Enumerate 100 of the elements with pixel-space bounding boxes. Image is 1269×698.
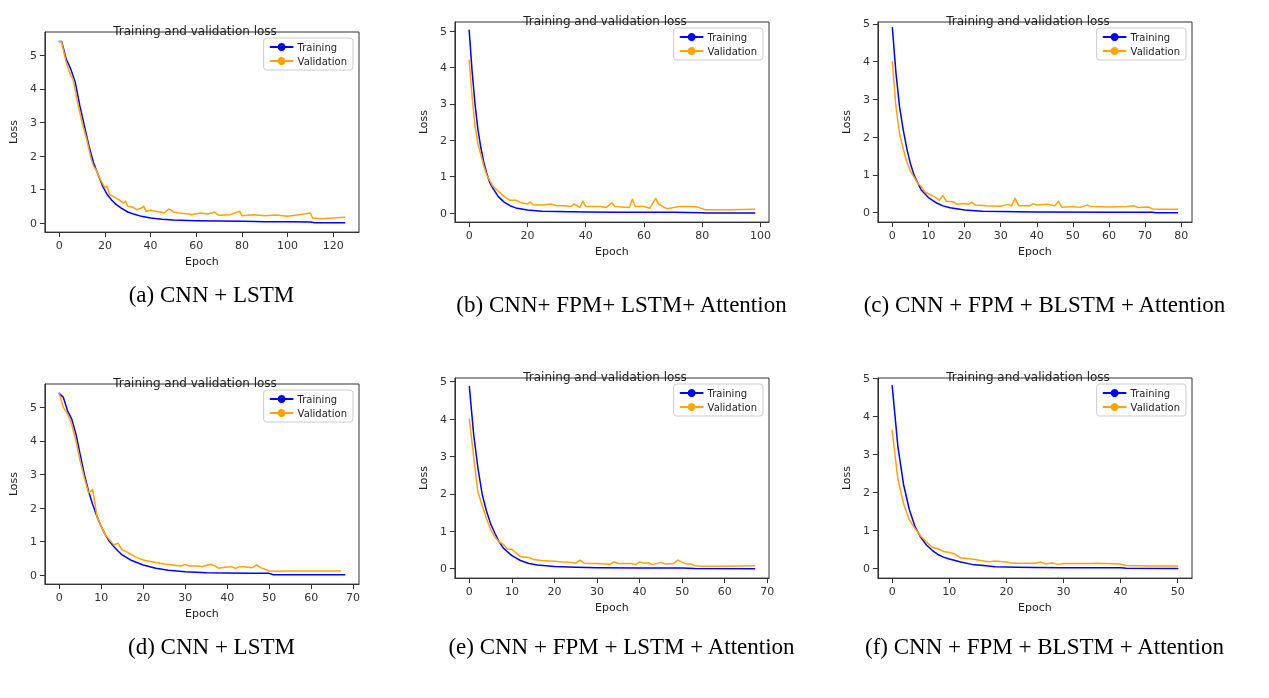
line-series xyxy=(891,26,1179,214)
x-tick-label: 0 xyxy=(888,229,896,243)
x-tick-label: 20 xyxy=(547,585,562,599)
y-tick-label: 1 xyxy=(862,168,870,182)
legend-label: Training xyxy=(296,393,338,405)
x-tick-label: 40 xyxy=(578,229,593,243)
x-tick-label: 70 xyxy=(760,585,775,599)
legend-label: Training xyxy=(706,31,748,43)
x-tick-label: 0 xyxy=(55,239,63,253)
x-tick-label: 0 xyxy=(55,591,63,605)
y-tick-label: 3 xyxy=(439,97,447,111)
y-tick-label: 2 xyxy=(439,487,447,501)
y-tick-label: 1 xyxy=(439,170,447,184)
y-axis-title: Loss xyxy=(840,109,853,135)
x-axis-title: Epoch xyxy=(185,255,219,268)
y-axis-title: Loss xyxy=(7,119,20,145)
y-tick-label: 5 xyxy=(439,375,447,389)
y-tick-label: 4 xyxy=(439,412,447,426)
x-tick-label: 10 xyxy=(942,585,957,599)
chart-title: Training and validation loss xyxy=(945,14,1110,28)
x-tick-label: 100 xyxy=(277,239,299,253)
text: (b) CNN+ FPM+ LSTM+ Attention xyxy=(455,291,788,319)
line-series xyxy=(891,60,1179,211)
x-tick-label: 50 xyxy=(262,591,277,605)
y-tick-label: 5 xyxy=(862,17,870,31)
x-tick-label: 20 xyxy=(520,229,535,243)
x-tick-label: 40 xyxy=(220,591,235,605)
y-tick-label: 0 xyxy=(439,562,447,576)
y-tick-label: 5 xyxy=(862,371,870,385)
y-tick-label: 5 xyxy=(29,400,37,414)
y-tick-label: 3 xyxy=(862,447,870,461)
text: (c) CNN + FPM + BLSTM + Attention xyxy=(862,291,1227,319)
y-axis-title: Loss xyxy=(7,471,20,497)
legend-label: Training xyxy=(1129,31,1171,43)
y-tick-label: 1 xyxy=(29,183,37,197)
x-axis-title: Epoch xyxy=(595,245,629,258)
y-tick-label: 3 xyxy=(862,92,870,106)
y-tick-label: 0 xyxy=(29,568,37,582)
x-axis-title: Epoch xyxy=(1018,601,1052,614)
y-tick-label: 4 xyxy=(439,60,447,74)
x-tick-label: 70 xyxy=(346,591,361,605)
y-tick-label: 5 xyxy=(439,24,447,38)
y-tick-label: 0 xyxy=(862,206,870,220)
line-series xyxy=(468,418,756,567)
line-series xyxy=(468,59,756,211)
y-tick-label: 4 xyxy=(862,55,870,69)
legend-label: Validation xyxy=(297,407,348,419)
legend-label: Validation xyxy=(297,55,348,67)
x-tick-label: 40 xyxy=(632,585,647,599)
x-tick-label: 20 xyxy=(999,585,1014,599)
x-tick-label: 40 xyxy=(1113,585,1128,599)
y-axis-title: Loss xyxy=(417,465,430,491)
x-tick-label: 80 xyxy=(234,239,249,253)
x-tick-label: 40 xyxy=(1029,229,1044,243)
x-tick-label: 30 xyxy=(178,591,193,605)
x-axis-title: Epoch xyxy=(1018,245,1052,258)
x-tick-label: 10 xyxy=(94,591,109,605)
y-tick-label: 3 xyxy=(29,468,37,481)
y-tick-label: 2 xyxy=(439,133,447,147)
chart-title: Training and validation loss xyxy=(112,24,277,38)
x-tick-label: 0 xyxy=(465,229,473,243)
x-tick-label: 40 xyxy=(143,239,158,253)
y-axis-title: Loss xyxy=(840,465,853,491)
chart-title: Training and validation loss xyxy=(945,370,1110,384)
text: (d) CNN + LSTM xyxy=(127,633,296,661)
y-tick-label: 4 xyxy=(29,82,37,96)
x-tick-label: 30 xyxy=(590,585,605,599)
y-axis-title: Loss xyxy=(417,109,430,135)
x-tick-label: 50 xyxy=(675,585,690,599)
line-series xyxy=(891,384,1179,570)
x-tick-label: 20 xyxy=(97,239,112,253)
x-tick-label: 50 xyxy=(1170,585,1185,599)
x-tick-label: 50 xyxy=(1065,229,1080,243)
x-tick-label: 20 xyxy=(136,591,151,605)
x-axis-title: Epoch xyxy=(185,607,219,620)
y-tick-label: 1 xyxy=(439,524,447,538)
x-tick-label: 30 xyxy=(993,229,1008,243)
text: (e) CNN + FPM + LSTM + Attention xyxy=(447,633,796,661)
legend-label: Validation xyxy=(1130,45,1181,57)
y-tick-label: 1 xyxy=(29,535,37,549)
legend-label: Validation xyxy=(707,401,758,413)
legend-label: Training xyxy=(1129,387,1171,399)
x-tick-label: 60 xyxy=(637,229,651,243)
x-tick-label: 70 xyxy=(1138,229,1153,243)
x-tick-label: 60 xyxy=(189,239,204,253)
chart-title: Training and validation loss xyxy=(522,370,687,384)
x-axis-title: Epoch xyxy=(595,601,629,614)
line-series xyxy=(891,429,1179,567)
text: (a) CNN + LSTM xyxy=(127,281,296,309)
y-tick-label: 4 xyxy=(29,434,37,448)
legend-label: Validation xyxy=(707,45,758,57)
line-series xyxy=(468,385,756,570)
y-tick-label: 3 xyxy=(29,116,37,129)
y-tick-label: 0 xyxy=(439,206,447,220)
chart-title: Training and validation loss xyxy=(522,14,687,28)
y-tick-label: 2 xyxy=(29,149,37,163)
legend-label: Validation xyxy=(1130,401,1181,413)
x-tick-label: 80 xyxy=(695,229,710,243)
x-tick-label: 0 xyxy=(465,585,473,599)
y-tick-label: 2 xyxy=(862,130,870,144)
